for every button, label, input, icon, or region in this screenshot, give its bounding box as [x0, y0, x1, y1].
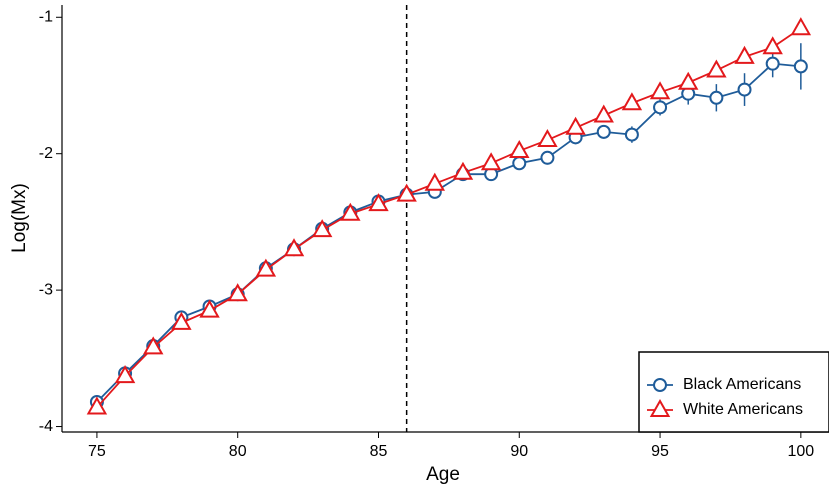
y-tick-label: -2 [39, 145, 53, 162]
triangle-marker [762, 36, 783, 55]
y-axis-title: Log(Mx) [9, 183, 30, 253]
triangle-marker [199, 299, 220, 318]
circle-marker [540, 150, 555, 165]
triangle-marker [227, 283, 248, 302]
legend-label: Black Americans [683, 376, 801, 393]
circle-marker [512, 156, 527, 171]
x-tick-label: 80 [229, 443, 247, 460]
triangle-marker [340, 202, 361, 221]
series-line [96, 62, 801, 403]
triangle-marker [734, 45, 755, 64]
triangle-marker [311, 219, 333, 238]
triangle-marker [114, 365, 136, 384]
circle-marker [765, 56, 780, 71]
circle-marker [596, 124, 611, 139]
circle-marker [737, 82, 752, 97]
x-tick-label: 75 [88, 443, 106, 460]
triangle-marker [171, 311, 192, 330]
triangle-marker [255, 258, 277, 277]
x-tick-label: 90 [510, 443, 528, 460]
legend-marker [649, 398, 671, 417]
triangle-marker [396, 183, 417, 202]
triangle-marker [509, 139, 530, 158]
legend-label: White Americans [683, 401, 803, 418]
circle-marker [653, 100, 668, 115]
y-tick-label: -3 [39, 281, 53, 298]
legend-box [638, 351, 829, 433]
y-tick-label: -1 [39, 8, 53, 25]
y-tick-label: -4 [39, 418, 53, 435]
triangle-marker [143, 336, 164, 355]
circle-marker [793, 59, 808, 74]
triangle-marker [368, 193, 389, 212]
triangle-marker [537, 129, 558, 148]
triangle-marker [283, 238, 305, 257]
triangle-marker [565, 116, 586, 135]
triangle-marker [706, 59, 727, 78]
triangle-marker [593, 104, 614, 123]
triangle-marker [790, 17, 812, 36]
triangle-marker [480, 152, 502, 171]
circle-marker [624, 127, 639, 142]
triangle-marker [677, 71, 699, 90]
triangle-marker [424, 172, 446, 191]
x-axis-title: Age [426, 464, 460, 485]
circle-marker [709, 90, 724, 105]
triangle-marker [452, 161, 474, 180]
triangle-marker [649, 81, 671, 100]
x-tick-label: 95 [651, 443, 669, 460]
x-tick-label: 85 [370, 443, 388, 460]
triangle-marker [621, 92, 643, 111]
triangle-marker [86, 396, 108, 415]
x-tick-label: 100 [787, 443, 814, 460]
legend-marker [653, 378, 667, 392]
